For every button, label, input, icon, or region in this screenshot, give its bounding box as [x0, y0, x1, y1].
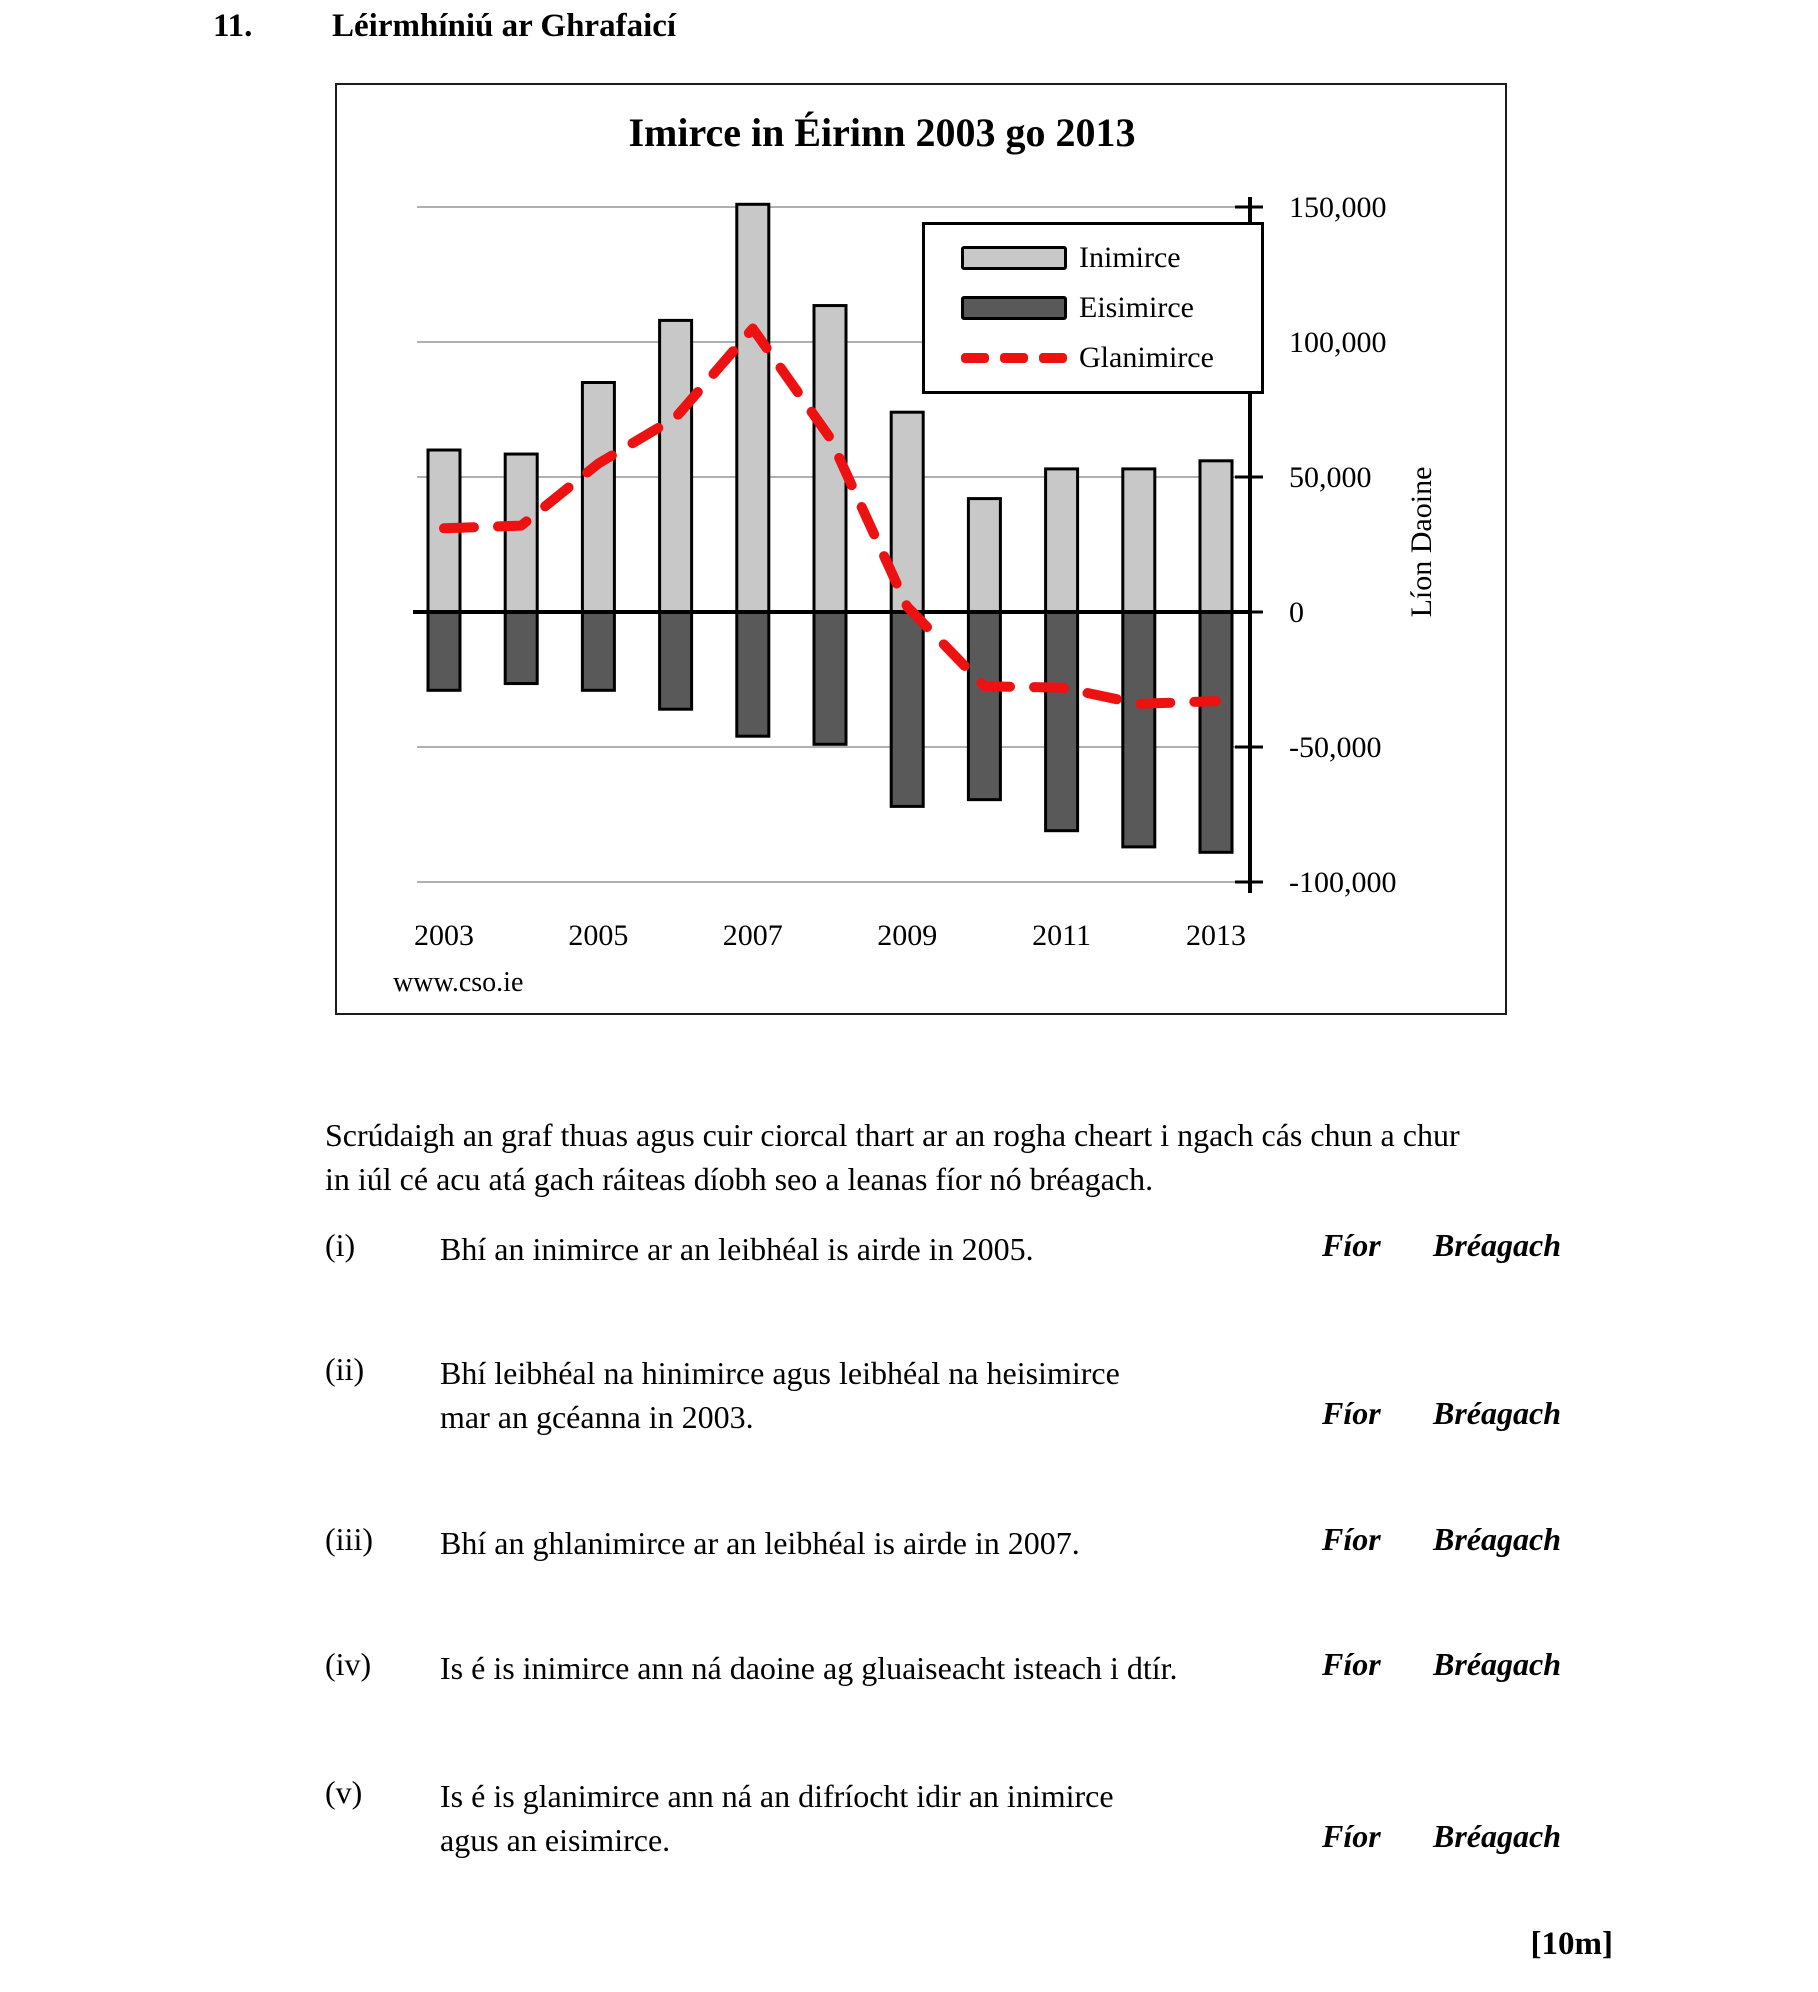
x-tick-label: 2005	[568, 919, 628, 952]
x-tick-label: 2009	[877, 919, 937, 952]
bar-eisimirce-2005	[580, 610, 616, 692]
instruction-line-2: in iúl cé acu atá gach ráiteas díobh seo…	[325, 1161, 1154, 1197]
question-number: 11.	[213, 8, 253, 44]
migration-chart-canvas: 150,000 100,000 50,000 0 -50,000 -100,000 2003…	[413, 191, 1397, 952]
y-tick-label: -50,000	[1289, 731, 1382, 764]
option-fior[interactable]: Fíor	[1322, 1646, 1381, 1682]
bar-eisimirce-2003	[426, 610, 462, 692]
statement-row-iv: (iv) Is é is inimirce ann ná daoine ag g…	[325, 1646, 1617, 1742]
statement-row-iii: (iii) Bhí an ghlanimirce ar an leibhéal …	[325, 1521, 1617, 1617]
statement-text: Is é is glanimirce ann ná an difríocht i…	[440, 1778, 1114, 1814]
statement-number: (v)	[325, 1774, 363, 1810]
chart-figure: 150,000 100,000 50,000 0 -50,000 -100,000 2003…	[335, 83, 1507, 1015]
bar-inimirce-2006	[658, 318, 694, 614]
option-fior[interactable]: Fíor	[1322, 1227, 1381, 1263]
option-fior[interactable]: Fíor	[1322, 1395, 1381, 1431]
statement-row-v: (v) Is é is glanimirce ann ná an difríoc…	[325, 1774, 1617, 1870]
legend-label-eisimirce: Eisimirce	[1079, 291, 1194, 324]
x-tick-label: 2007	[723, 919, 783, 952]
bar-inimirce-2012	[1121, 467, 1157, 614]
legend-item-glanimirce: Glanimirce	[961, 341, 1261, 375]
option-fior[interactable]: Fíor	[1322, 1818, 1381, 1854]
statement-text: Bhí an inimirce ar an leibhéal is airde …	[440, 1231, 1034, 1267]
statement-number: (ii)	[325, 1351, 365, 1387]
bar-inimirce-2004	[503, 452, 539, 614]
y-axis-title: Líon Daoine	[1405, 466, 1438, 618]
option-breagach[interactable]: Bréagach	[1433, 1227, 1561, 1263]
bar-eisimirce-2008	[812, 610, 848, 746]
bar-inimirce-2011	[1044, 467, 1080, 614]
bar-eisimirce-2009	[889, 610, 925, 808]
eisimirce-swatch-icon	[961, 296, 1067, 320]
statement-number: (iv)	[325, 1646, 372, 1682]
option-breagach[interactable]: Bréagach	[1433, 1646, 1561, 1682]
legend-item-eisimirce: Eisimirce	[961, 291, 1261, 325]
option-breagach[interactable]: Bréagach	[1433, 1395, 1561, 1431]
statement-number: (iii)	[325, 1521, 373, 1557]
glanimirce-dash-icon	[961, 353, 1067, 363]
bar-eisimirce-2010	[966, 610, 1002, 802]
marks-badge: [10m]	[1530, 1926, 1613, 1962]
bar-eisimirce-2007	[735, 610, 771, 738]
legend-label-inimirce: Inimirce	[1079, 241, 1181, 274]
y-tick-label: 150,000	[1289, 191, 1387, 224]
glanimirce-line	[439, 323, 1221, 709]
statement-row-i: (i) Bhí an inimirce ar an leibhéal is ai…	[325, 1227, 1617, 1323]
legend-item-inimirce: Inimirce	[961, 241, 1261, 275]
option-breagach[interactable]: Bréagach	[1433, 1521, 1561, 1557]
bar-eisimirce-2006	[658, 610, 694, 711]
option-breagach[interactable]: Bréagach	[1433, 1818, 1561, 1854]
bar-inimirce-2005	[580, 381, 616, 614]
y-tick-label: 50,000	[1289, 461, 1372, 494]
statement-text: Bhí an ghlanimirce ar an leibhéal is air…	[440, 1525, 1080, 1561]
instruction-paragraph: Scrúdaigh an graf thuas agus cuir ciorca…	[325, 1113, 1635, 1201]
bar-eisimirce-2013	[1198, 610, 1234, 854]
x-tick-label: 2013	[1186, 919, 1246, 952]
statement-text: Is é is inimirce ann ná daoine ag gluais…	[440, 1650, 1178, 1686]
inimirce-swatch-icon	[961, 246, 1067, 270]
statement-text-line2: agus an eisimirce.	[440, 1822, 671, 1858]
y-tick-label: -100,000	[1289, 866, 1397, 899]
x-tick-label: 2011	[1032, 919, 1091, 952]
statement-text: Bhí leibhéal na hinimirce agus leibhéal …	[440, 1355, 1120, 1391]
chart-source: www.cso.ie	[393, 967, 524, 998]
page-title: Léirmhíniú ar Ghrafaicí	[332, 8, 677, 44]
y-tick-label: 0	[1289, 596, 1304, 629]
statement-row-ii: (ii) Bhí leibhéal na hinimirce agus leib…	[325, 1351, 1617, 1447]
y-tick-label: 100,000	[1289, 326, 1387, 359]
bar-inimirce-2013	[1198, 459, 1234, 614]
chart-title: Imirce in Éirinn 2003 go 2013	[628, 110, 1136, 155]
bar-eisimirce-2004	[503, 610, 539, 686]
bar-eisimirce-2011	[1044, 610, 1080, 833]
bar-eisimirce-2012	[1121, 610, 1157, 849]
statement-text-line2: mar an gcéanna in 2003.	[440, 1399, 754, 1435]
option-fior[interactable]: Fíor	[1322, 1521, 1381, 1557]
bar-inimirce-2010	[966, 497, 1002, 614]
statement-number: (i)	[325, 1227, 356, 1263]
x-tick-label: 2003	[414, 919, 474, 952]
bar-inimirce-2007	[735, 202, 771, 614]
instruction-line-1: Scrúdaigh an graf thuas agus cuir ciorca…	[325, 1117, 1460, 1153]
chart-legend: Inimirce Eisimirce Glanimirce	[922, 222, 1264, 394]
legend-label-glanimirce: Glanimirce	[1079, 341, 1214, 374]
